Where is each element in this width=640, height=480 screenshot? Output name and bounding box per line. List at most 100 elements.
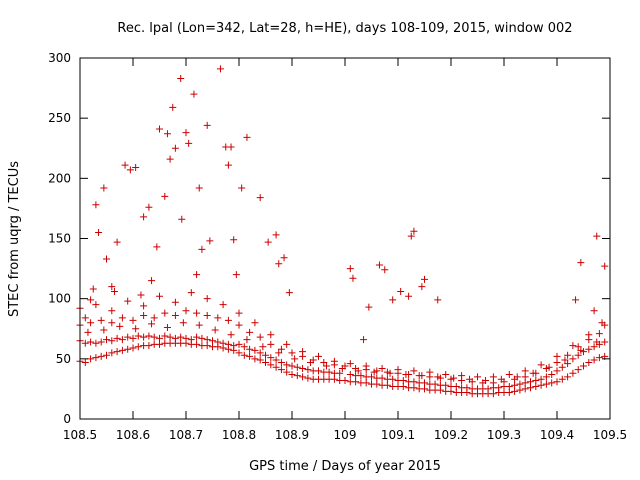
data-point (129, 316, 137, 324)
data-point (431, 380, 439, 388)
data-point (489, 373, 497, 381)
x-tick-label: 109.3 (487, 428, 521, 442)
data-point (595, 330, 603, 338)
data-point (315, 352, 322, 360)
data-point (92, 301, 100, 309)
data-point (156, 334, 163, 342)
data-point (219, 339, 227, 347)
data-point (179, 319, 187, 327)
data-point (193, 271, 201, 279)
data-point (553, 352, 561, 360)
data-point (505, 383, 513, 391)
data-point (110, 287, 118, 295)
data-point (267, 354, 275, 362)
data-point (230, 236, 238, 244)
data-point (378, 374, 386, 382)
data-point (357, 372, 365, 380)
data-point (450, 374, 458, 382)
data-point (177, 74, 185, 82)
data-point (118, 336, 126, 344)
data-point (108, 307, 116, 315)
data-point (84, 328, 92, 336)
data-point (421, 275, 428, 283)
data-point (246, 328, 254, 336)
data-point (103, 255, 110, 263)
data-point (315, 367, 322, 375)
data-point (156, 125, 163, 133)
data-point (304, 374, 312, 382)
data-point (410, 378, 418, 386)
data-point (421, 379, 428, 387)
data-point (272, 356, 280, 364)
data-point (246, 345, 254, 353)
data-point (87, 296, 95, 304)
data-point (299, 364, 307, 372)
data-point (521, 367, 529, 375)
data-point (108, 349, 116, 357)
data-point (97, 352, 105, 360)
data-point (193, 340, 201, 348)
data-point (140, 302, 148, 310)
data-point (277, 345, 285, 353)
data-point (558, 375, 566, 383)
data-point (545, 363, 553, 371)
data-point (267, 331, 275, 339)
data-point (399, 383, 407, 391)
data-point (291, 355, 299, 363)
data-point (532, 383, 540, 391)
data-point (203, 121, 211, 129)
data-point (232, 271, 240, 279)
data-point (272, 231, 280, 239)
data-point (370, 368, 378, 376)
x-tick-label: 109 (334, 428, 357, 442)
data-point (330, 375, 338, 383)
data-point (103, 351, 110, 359)
data-point (595, 354, 603, 362)
data-point (92, 354, 100, 362)
data-point (288, 370, 296, 378)
data-point (352, 378, 360, 386)
data-point (532, 376, 540, 384)
data-point (434, 373, 442, 381)
data-point (108, 283, 116, 291)
data-point (572, 296, 580, 304)
data-point (505, 389, 513, 397)
data-point (336, 369, 344, 377)
data-point (178, 215, 186, 223)
data-point (338, 364, 346, 372)
data-point (307, 358, 315, 366)
data-point (484, 385, 492, 393)
data-point (283, 361, 291, 369)
data-point (410, 227, 418, 235)
data-point (246, 352, 254, 360)
data-point (580, 362, 587, 370)
data-point (325, 368, 333, 376)
data-point (558, 363, 566, 371)
data-point (577, 259, 585, 267)
data-point (548, 379, 556, 387)
data-point (521, 373, 529, 381)
data-point (452, 383, 460, 391)
data-point (87, 355, 95, 363)
data-point (150, 314, 158, 322)
data-point (267, 340, 275, 348)
data-point (171, 312, 179, 320)
data-point (161, 309, 169, 317)
x-tick-label: 109.4 (540, 428, 574, 442)
data-point (383, 381, 391, 389)
data-point (407, 232, 415, 240)
data-point (140, 312, 148, 320)
data-point (224, 316, 232, 324)
data-point (511, 387, 519, 395)
data-point (145, 203, 153, 211)
data-point (585, 345, 593, 353)
data-point (148, 320, 156, 328)
data-point (124, 345, 132, 353)
data-point (293, 363, 301, 371)
data-point (362, 379, 370, 387)
data-point (402, 370, 410, 378)
data-point (513, 373, 521, 381)
data-point (293, 372, 301, 380)
data-point (585, 358, 593, 366)
